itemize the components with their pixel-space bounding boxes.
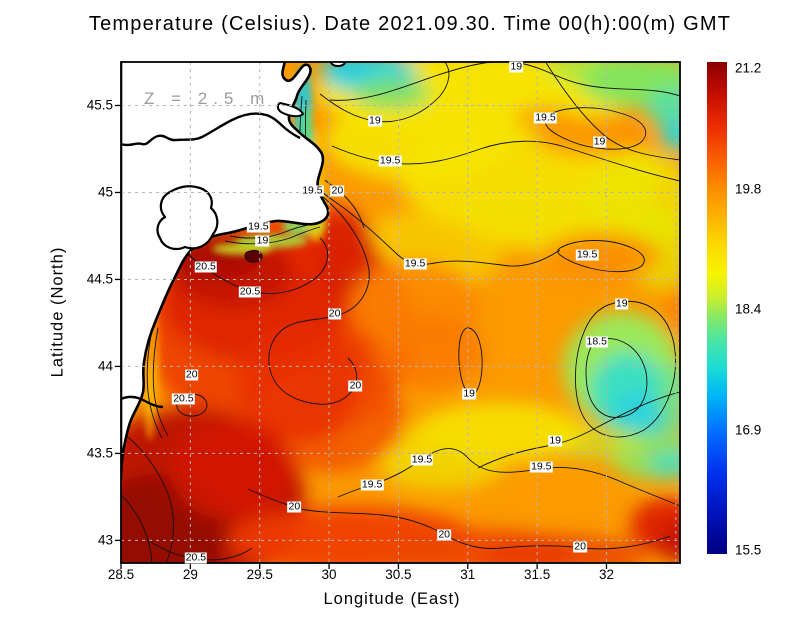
plot-frame bbox=[120, 61, 681, 564]
contour-label: 20 bbox=[330, 184, 345, 197]
contour-label: 19 bbox=[367, 114, 382, 127]
danube-river-path bbox=[121, 112, 301, 147]
contour-label: 20 bbox=[327, 307, 342, 320]
contour-label: 19 bbox=[614, 297, 629, 310]
y-tick-label: 44 bbox=[97, 358, 113, 374]
contour-label: 20 bbox=[184, 368, 199, 381]
x-axis-label: Longitude (East) bbox=[323, 590, 461, 608]
x-tick-label: 29 bbox=[182, 567, 198, 582]
contour-label: 19 bbox=[462, 387, 476, 400]
contour-label: 19 bbox=[592, 135, 607, 148]
coastal-spit bbox=[276, 101, 305, 118]
contour-label: 20.5 bbox=[184, 551, 208, 564]
contour-label: 19 bbox=[548, 434, 562, 447]
page-title: Temperature (Celsius). Date 2021.09.30. … bbox=[88, 13, 732, 35]
river-path-south bbox=[121, 395, 164, 409]
y-tick-label: 45.5 bbox=[86, 97, 113, 113]
colorbar-gradient bbox=[707, 62, 727, 554]
colorbar-tick-label: 16.9 bbox=[735, 422, 762, 437]
contour-label: 20.5 bbox=[194, 260, 217, 273]
colorbar-tick-label: 15.5 bbox=[735, 542, 762, 558]
contour-label: 19.5 bbox=[534, 111, 557, 124]
x-tick-label: 31.5 bbox=[523, 567, 551, 582]
contour-label: 19.5 bbox=[410, 453, 434, 466]
contour-label: 20 bbox=[348, 379, 363, 392]
contour-label: 19 bbox=[509, 60, 524, 73]
lagoon-outline bbox=[156, 185, 219, 251]
contour-label: 19.5 bbox=[530, 460, 553, 473]
contour-label: 20.5 bbox=[238, 285, 262, 298]
contour-label: 18.5 bbox=[585, 335, 608, 348]
contour-label: 20 bbox=[573, 540, 587, 553]
y-tick-label: 43.5 bbox=[86, 445, 113, 461]
colorbar-tick-label: 18.4 bbox=[735, 301, 762, 317]
contour-label: 19.5 bbox=[301, 184, 324, 197]
contour-label: 19.5 bbox=[403, 257, 427, 270]
x-tick-label: 31 bbox=[460, 567, 476, 582]
contour-label: 19.5 bbox=[247, 220, 270, 233]
contour-label: 19.5 bbox=[378, 154, 402, 167]
contour-label: 20 bbox=[287, 500, 302, 513]
contour-label: 20 bbox=[437, 528, 452, 541]
contour-label: 19.5 bbox=[575, 248, 599, 261]
x-tick-label: 28.5 bbox=[107, 567, 135, 582]
contour-label: 19.5 bbox=[360, 478, 384, 491]
axis-tick-marks bbox=[115, 104, 608, 569]
x-tick-label: 30.5 bbox=[385, 567, 412, 582]
colorbar-tick-label: 19.8 bbox=[735, 181, 762, 196]
y-tick-label: 44.5 bbox=[86, 271, 113, 287]
lat-lon-gridlines bbox=[121, 62, 680, 563]
sea-temperature-field bbox=[121, 55, 680, 563]
y-axis-label: Latitude (North) bbox=[48, 246, 67, 378]
y-tick-label: 43 bbox=[97, 532, 113, 548]
x-tick-label: 30 bbox=[321, 567, 337, 582]
delta-island-2 bbox=[347, 55, 357, 61]
coastline-path bbox=[121, 62, 330, 480]
colorbar-tick-label: 21.2 bbox=[735, 60, 762, 76]
contour-label: 19 bbox=[255, 234, 270, 247]
x-tick-label: 32 bbox=[598, 567, 614, 582]
delta-island bbox=[330, 62, 346, 67]
x-tick-label: 29.5 bbox=[246, 567, 273, 582]
land-mass bbox=[121, 55, 357, 480]
y-tick-label: 45 bbox=[97, 184, 113, 200]
depth-annotation: Z = 2.5 m bbox=[144, 89, 271, 108]
contour-label: 20.5 bbox=[172, 392, 195, 405]
